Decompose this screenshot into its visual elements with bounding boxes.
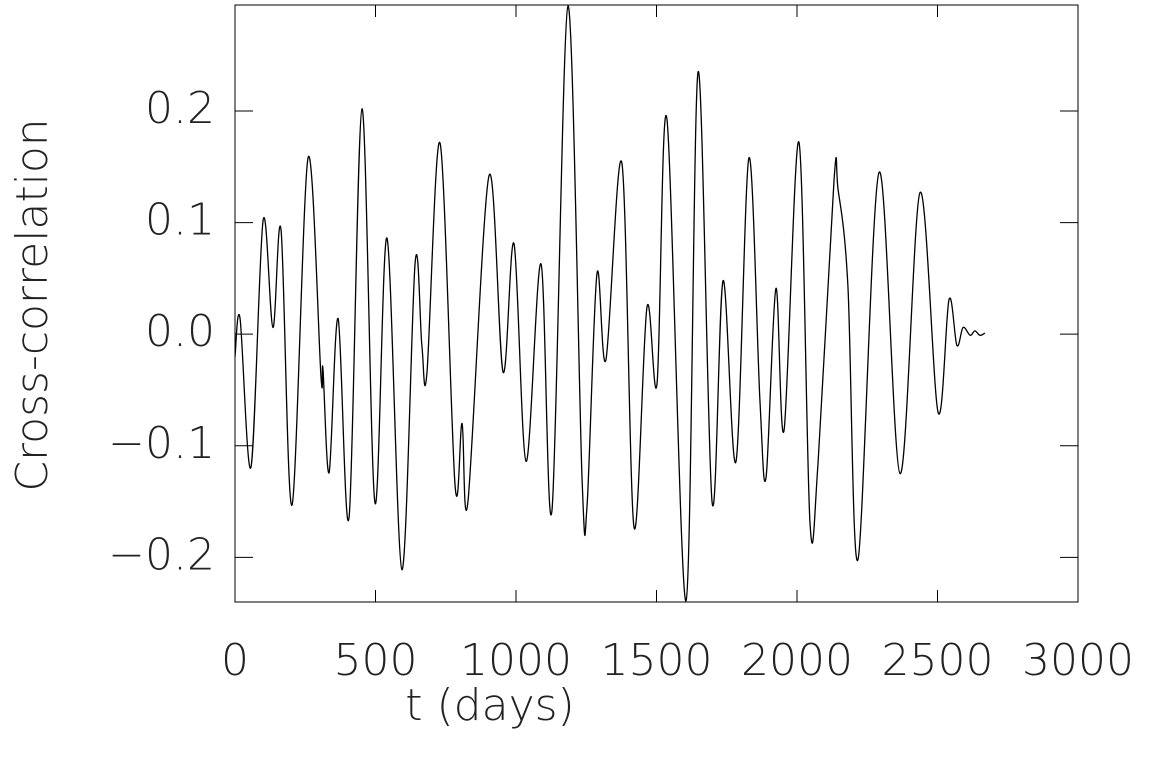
x-tick-label: 0 bbox=[221, 635, 249, 686]
y-axis-label: Cross-correlation bbox=[7, 118, 58, 491]
y-tick-label: −0.2 bbox=[108, 529, 215, 580]
x-axis-label: t (days) bbox=[405, 680, 574, 731]
y-tick-label: −0.1 bbox=[108, 418, 215, 469]
x-tick-label: 2000 bbox=[741, 635, 853, 686]
y-tick-label: 0.0 bbox=[145, 306, 215, 357]
y-tick-label: 0.2 bbox=[145, 83, 215, 134]
x-tick-label: 1500 bbox=[601, 635, 713, 686]
x-tick-label: 2500 bbox=[882, 635, 994, 686]
data-line bbox=[234, 5, 986, 602]
x-tick-label: 500 bbox=[334, 635, 418, 686]
x-tick-label: 1000 bbox=[460, 635, 572, 686]
y-tick-label: 0.1 bbox=[145, 195, 215, 246]
x-tick-label: 3000 bbox=[1022, 635, 1134, 686]
